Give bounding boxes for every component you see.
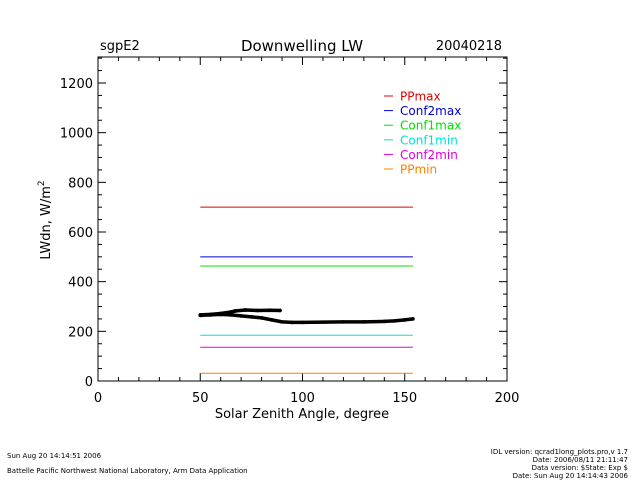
y-axis-label-group: LWdn, W/m2 [37, 180, 54, 259]
data-point [198, 313, 203, 318]
data-point [249, 315, 254, 319]
x-axis-label: Solar Zenith Angle, degree [215, 407, 389, 422]
x-tick-label: 0 [94, 391, 102, 406]
x-tick-label: 50 [192, 391, 209, 406]
footer-idl-date: Date: 2006/08/11 21:11:47 [532, 456, 628, 464]
data-series [198, 308, 415, 325]
data-point [300, 320, 305, 325]
legend: PPmaxConf2maxConf1maxConf1minConf2minPPm… [384, 90, 461, 177]
data-point [229, 313, 233, 317]
legend-label-conf1max: Conf1max [400, 119, 461, 133]
footer-idl-version: IDL version: qcrad1long_plots.pro,v 1.7 [490, 448, 628, 456]
y-tick-labels: 0 200 400 600 800 1000 1200 [60, 77, 93, 390]
data-point [321, 320, 325, 324]
y-axis-label-superscript: 2 [37, 180, 47, 186]
y-tick-label: 800 [68, 176, 93, 191]
legend-label-conf2max: Conf2max [400, 104, 461, 118]
limit-lines [200, 206, 413, 374]
x-tick-label: 200 [495, 391, 520, 406]
data-point [239, 314, 243, 318]
data-point [382, 319, 387, 324]
y-axis-label-text: LWdn, W/m [39, 186, 54, 260]
data-point [229, 310, 233, 314]
legend-label-conf1min: Conf1min [400, 133, 458, 147]
data-point [208, 313, 213, 317]
date-label: 20040218 [436, 39, 502, 54]
footer-run-date: Date: Sun Aug 20 14:14:43 2006 [512, 472, 628, 480]
site-label: sgpE2 [100, 39, 140, 54]
data-point [290, 320, 295, 325]
x-tick-label: 150 [392, 391, 417, 406]
data-point [267, 308, 272, 313]
x-tick-labels: 0 50 100 150 200 [94, 391, 520, 406]
axis-ticks [97, 57, 508, 382]
data-point [255, 308, 260, 313]
data-point [411, 317, 415, 321]
y-tick-label: 1200 [60, 77, 93, 92]
data-point [278, 308, 282, 313]
data-point [362, 320, 366, 324]
data-point [233, 309, 237, 313]
data-point [218, 312, 223, 317]
y-tick-label: 600 [68, 226, 93, 241]
legend-label-ppmax: PPmax [400, 90, 441, 104]
data-point [243, 308, 248, 312]
y-tick-label: 200 [68, 325, 93, 340]
chart-title: Downwelling LW [241, 37, 363, 55]
y-tick-label: 1000 [60, 127, 93, 142]
y-tick-label: 0 [85, 375, 93, 390]
y-tick-label: 400 [68, 276, 93, 291]
legend-label-conf2min: Conf2min [400, 148, 458, 162]
data-point [259, 316, 264, 320]
legend-label-ppmin: PPmin [400, 163, 437, 177]
data-point [280, 320, 284, 324]
footer-institution: Battelle Pacific Northwest National Labo… [7, 467, 248, 475]
footer-data-version: Data version: $State: Exp $ [531, 464, 628, 472]
data-point [402, 318, 407, 322]
y-axis-label: LWdn, W/m2 [37, 180, 54, 259]
x-tick-label: 100 [290, 391, 315, 406]
data-point [392, 319, 397, 323]
data-point [270, 318, 274, 322]
data-point [341, 320, 346, 324]
footer-timestamp: Sun Aug 20 14:14:51 2006 [7, 452, 102, 460]
